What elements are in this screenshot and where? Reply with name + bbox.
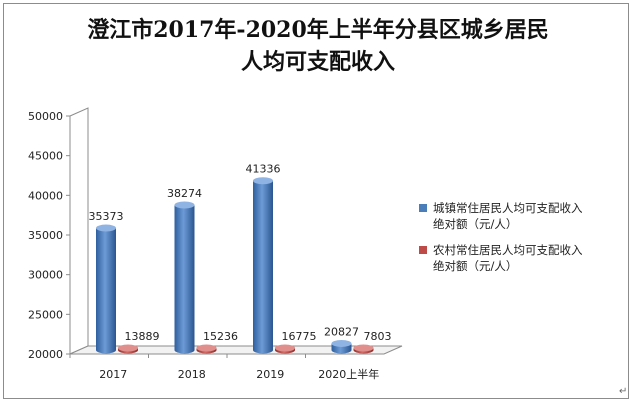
bar-urban: [253, 177, 273, 354]
legend-swatch-rural: [419, 246, 427, 254]
bar-top: [174, 201, 195, 209]
bar-rural: [275, 344, 295, 354]
bar-rural: [196, 344, 217, 354]
chart-title-line-2: 人均可支配收入: [240, 49, 395, 75]
bar-top: [118, 344, 138, 352]
bar-rural: [118, 344, 138, 354]
bar-body: [174, 205, 195, 350]
y-tick-label: 35000: [28, 229, 63, 242]
data-label-urban: 20827: [324, 325, 359, 338]
bar-body: [253, 180, 273, 350]
y-tick-label: 30000: [28, 269, 63, 282]
bar-base: [253, 346, 273, 354]
y-tick-label: 25000: [28, 308, 63, 321]
bar-base: [96, 346, 116, 354]
data-label-urban: 41336: [246, 163, 281, 176]
bar-top: [353, 344, 374, 352]
bar-rural: [353, 344, 374, 354]
data-labels: 35373 38274 41336 20827 13889 15236 16775 7803: [89, 163, 392, 343]
data-label-urban: 38274: [167, 187, 202, 200]
data-label-rural: 13889: [125, 330, 160, 343]
bar-top: [96, 224, 116, 232]
bar-base: [174, 346, 195, 354]
bar-top: [253, 177, 273, 185]
data-label-rural: 16775: [282, 330, 317, 343]
bar-urban: [96, 224, 116, 354]
x-axis: 2017 2018 2019 2020上半年: [69, 354, 379, 381]
bar-top: [331, 339, 352, 347]
bar-top: [196, 344, 217, 352]
y-tick-label: 45000: [28, 150, 63, 163]
y-tick-label: 20000: [28, 348, 63, 361]
data-label-rural: 15236: [203, 330, 238, 343]
bar-body: [96, 228, 116, 350]
legend-label-urban-line-2: 绝对额（元/人）: [433, 217, 518, 231]
bars: [96, 177, 374, 354]
x-tick-label: 2017: [99, 368, 127, 381]
floor: [69, 345, 403, 355]
chart-walls: [69, 107, 403, 355]
legend-swatch-urban: [419, 204, 427, 212]
data-label-rural: 7803: [364, 330, 392, 343]
bar-base: [331, 346, 352, 354]
bar-urban: [174, 201, 195, 354]
bar-urban: [331, 339, 352, 354]
chart-title: 澄江市2017年-2020年上半年分县区城乡居民 人均可支配收入: [0, 14, 636, 78]
chart-title-line-1: 澄江市2017年-2020年上半年分县区城乡居民: [87, 17, 549, 43]
legend-item-rural: 农村常住居民人均可支配收入 绝对额（元/人）: [419, 242, 619, 274]
legend-label-rural-line-2: 绝对额（元/人）: [433, 259, 518, 273]
data-label-urban: 35373: [89, 210, 124, 223]
y-tick-label: 40000: [28, 189, 63, 202]
y-axis: 20000 25000 30000 35000 40000 45000 50000: [28, 110, 71, 361]
x-tick-label: 2019: [256, 368, 284, 381]
bar-top: [275, 344, 295, 352]
x-tick-label: 2018: [178, 368, 206, 381]
x-tick-label: 2020上半年: [318, 367, 379, 381]
legend-label-urban-line-1: 城镇常住居民人均可支配收入: [433, 201, 583, 215]
legend-label-rural-line-1: 农村常住居民人均可支配收入: [433, 243, 583, 257]
side-wall: [69, 107, 89, 355]
paragraph-mark: ↵: [619, 386, 628, 397]
legend-item-urban: 城镇常住居民人均可支配收入 绝对额（元/人）: [419, 200, 619, 232]
legend: 城镇常住居民人均可支配收入 绝对额（元/人） 农村常住居民人均可支配收入 绝对额…: [419, 200, 619, 284]
y-tick-label: 50000: [28, 110, 63, 123]
